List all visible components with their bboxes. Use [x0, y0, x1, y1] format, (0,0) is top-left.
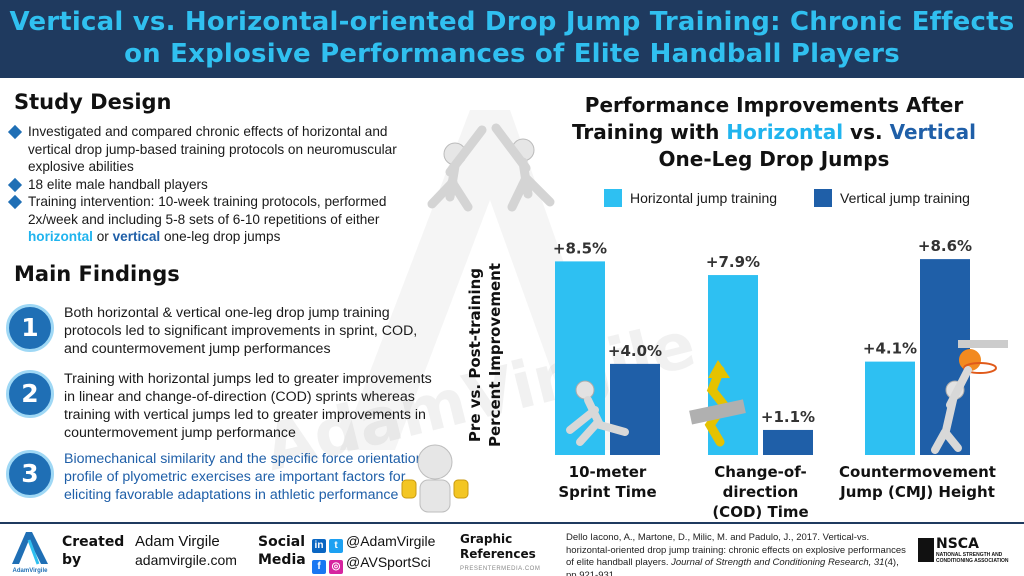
bar-vertical-1 — [610, 363, 660, 455]
social-handle-row[interactable]: in t @AdamVirgile — [312, 532, 435, 553]
horizontal-highlight: horizontal — [28, 229, 93, 244]
y-axis-label: Pre vs. Post-training Percent Improvemen… — [466, 263, 504, 447]
number-badge: 1 — [6, 304, 54, 352]
citation: Dello Iacono, A., Martone, D., Milic, M.… — [566, 532, 906, 576]
social-handles: in t @AdamVirgile f ◎ @AVSportSci — [312, 532, 435, 574]
bar-horizontal-3 — [865, 361, 915, 455]
data-label: +4.0% — [608, 342, 662, 360]
legend-label-vertical: Vertical jump training — [840, 190, 970, 206]
number-badge: 3 — [6, 450, 54, 498]
nsca-logo: NSCA NATIONAL STRENGTH AND CONDITIONING … — [918, 536, 1018, 570]
social-media-label: Social Media — [258, 534, 306, 568]
category-tick-label: Jump (CMJ) Height — [839, 483, 995, 501]
logo-wordmark: AdamVirgile — [13, 568, 49, 574]
category-tick-label: Change-of- — [714, 463, 806, 481]
sprinter-figure-icon — [566, 380, 629, 446]
finding-text: Both horizontal & vertical one-leg drop … — [64, 305, 418, 357]
instagram-icon: ◎ — [329, 560, 343, 574]
legend-label-horizontal: Horizontal jump training — [630, 190, 778, 206]
legend-swatch-vertical — [814, 189, 832, 207]
vertical-highlight: vertical — [112, 229, 161, 244]
data-label: +7.9% — [706, 253, 760, 271]
list-item: Investigated and compared chronic effect… — [7, 123, 428, 176]
author-info: Adam Virgile adamvirgile.com — [135, 533, 237, 569]
presentermedia-credit: PRESENTERMEDIA.COM — [460, 566, 541, 572]
list-item: Training intervention: 10-week training … — [7, 193, 428, 246]
page-title: Vertical vs. Horizontal-oriented Drop Ju… — [9, 7, 1015, 69]
footer: AdamVirgile Created by Adam Virgile adam… — [0, 522, 1024, 576]
basketball-jump-figure-icon — [931, 340, 1008, 454]
list-item: 18 elite male handball players — [7, 176, 428, 194]
main-findings-heading: Main Findings — [14, 262, 180, 286]
diamond-bullet-icon — [7, 177, 23, 192]
header-banner: Vertical vs. Horizontal-oriented Drop Ju… — [0, 0, 1024, 78]
category-tick-label: (COD) Time — [712, 503, 808, 520]
finding-text: Training with horizontal jumps led to gr… — [64, 371, 432, 441]
social-handle-row[interactable]: f ◎ @AVSportSci — [312, 553, 435, 574]
category-tick-label: direction — [723, 483, 799, 501]
diamond-bullet-icon — [7, 194, 23, 210]
graphic-references-label: Graphic References — [460, 532, 536, 561]
bar-vertical-2 — [763, 429, 813, 455]
legend-swatch-horizontal — [604, 189, 622, 207]
adamvirgile-logo-icon: AdamVirgile — [12, 532, 49, 574]
nsca-mark-icon — [918, 538, 934, 562]
twitter-icon: t — [329, 539, 343, 553]
data-label: +1.1% — [761, 408, 815, 426]
data-label: +8.6% — [918, 237, 972, 255]
author-website-link[interactable]: adamvirgile.com — [135, 552, 237, 568]
finding-text: Biomechanical similarity and the specifi… — [64, 451, 424, 503]
category-tick-label: Sprint Time — [558, 483, 656, 501]
category-tick-label: Countermovement — [839, 463, 996, 481]
author-name: Adam Virgile — [135, 533, 220, 550]
cod-arrow-figure-icon — [689, 360, 746, 447]
data-label: +4.1% — [863, 340, 917, 358]
data-label: +8.5% — [553, 239, 607, 257]
chart-legend: Horizontal jump training Vertical jump t… — [604, 188, 1004, 208]
facebook-icon: f — [312, 560, 326, 574]
created-by-label: Created by — [62, 534, 125, 568]
bar-chart: +8.5% +4.0% 10-meter Sprint Time +7.9% +1.1% C… — [553, 237, 1008, 520]
high-five-figures-icon — [427, 123, 555, 212]
category-tick-label: 10-meter — [569, 463, 647, 481]
diamond-bullet-icon — [7, 124, 23, 140]
number-badge: 2 — [6, 370, 54, 418]
thumbs-up-figure-icon — [401, 444, 469, 513]
study-design-list: Investigated and compared chronic effect… — [7, 123, 428, 246]
study-design-heading: Study Design — [14, 90, 172, 114]
chart-title: Performance Improvements After Training … — [571, 93, 976, 171]
linkedin-icon: in — [312, 539, 326, 553]
